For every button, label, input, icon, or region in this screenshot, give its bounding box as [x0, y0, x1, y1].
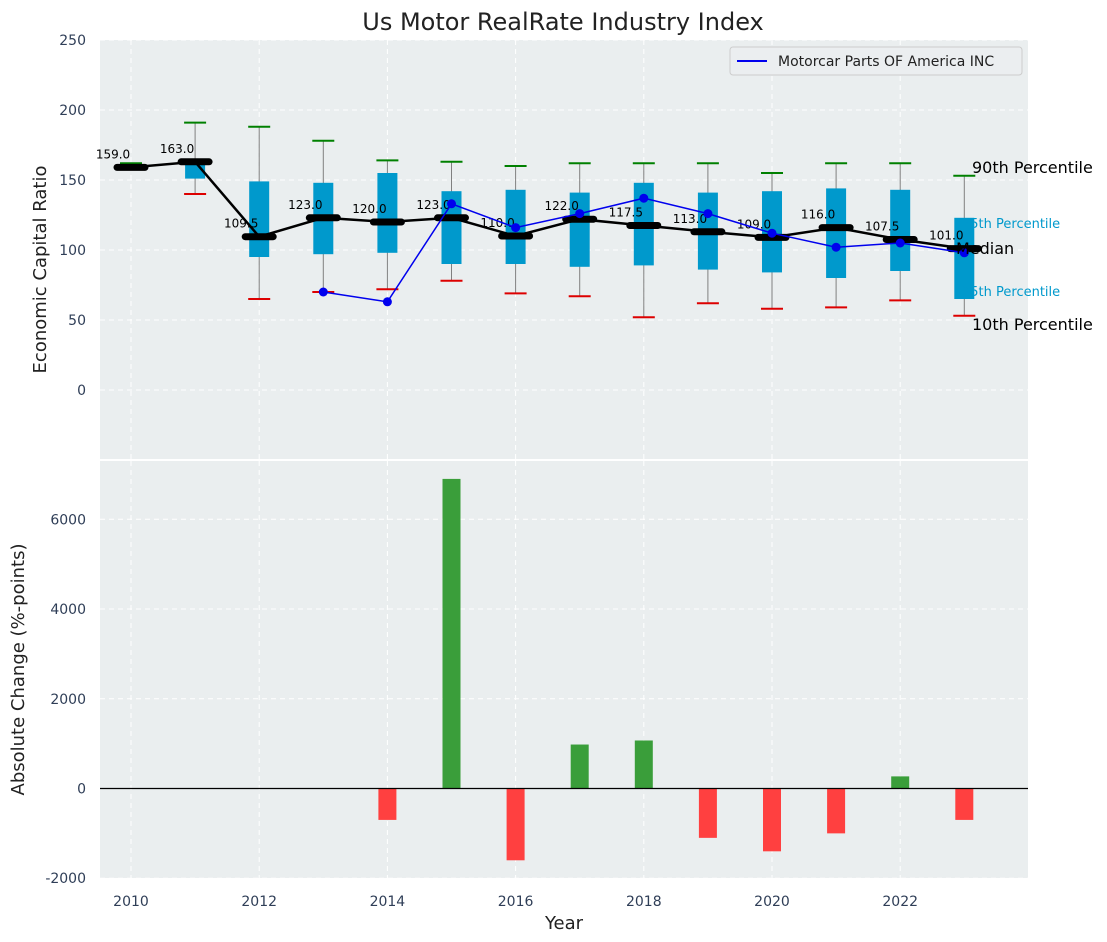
box-iqr [377, 173, 398, 253]
median-value-label: 110.0 [480, 216, 514, 230]
upper-y-tick-label: 100 [59, 243, 86, 259]
change-bar [442, 478, 461, 789]
median-value-label: 159.0 [96, 147, 130, 161]
change-bar [955, 788, 974, 820]
box-iqr [954, 217, 975, 299]
change-bar [763, 788, 781, 852]
lower-y-tick-label: -2000 [45, 871, 86, 887]
change-bar [570, 744, 589, 789]
x-tick-label: 2016 [498, 894, 534, 910]
median-value-label: 123.0 [416, 198, 450, 212]
median-value-label: 109.5 [224, 217, 258, 231]
company-point [318, 287, 328, 297]
annotation-median: Median [956, 239, 1014, 258]
upper-y-axis-label: Economic Capital Ratio [30, 166, 51, 374]
lower-y-tick-label: 4000 [50, 602, 86, 618]
company-point [382, 297, 392, 307]
change-bar [891, 776, 910, 789]
median-value-label: 116.0 [801, 208, 835, 222]
change-bar [378, 788, 397, 820]
x-tick-label: 2010 [113, 894, 149, 910]
company-point [575, 209, 585, 219]
x-axis-label: Year [544, 913, 584, 934]
annotation-p75: 75th Percentile [962, 217, 1060, 232]
box-iqr [569, 192, 590, 267]
median-value-label: 117.5 [609, 206, 643, 220]
annotation-p25: 25th Percentile [962, 285, 1060, 300]
median-value-label: 109.0 [737, 217, 771, 231]
x-tick-label: 2022 [882, 894, 918, 910]
annotation-p90: 90th Percentile [972, 158, 1093, 177]
median-value-label: 120.0 [352, 202, 386, 216]
median-value-label: 163.0 [160, 142, 194, 156]
upper-y-tick-label: 150 [59, 173, 86, 189]
company-point [767, 228, 777, 238]
lower-y-axis-label: Absolute Change (%-points) [8, 544, 29, 796]
company-point [895, 238, 905, 248]
box-iqr [890, 189, 911, 271]
legend-box [729, 46, 1023, 76]
change-bar [698, 788, 717, 838]
x-tick-label: 2012 [241, 894, 277, 910]
upper-y-tick-label: 200 [59, 103, 86, 119]
median-value-label: 107.5 [865, 220, 899, 234]
median-value-label: 122.0 [545, 199, 579, 213]
box-iqr [826, 188, 847, 278]
lower-panel-background [100, 461, 1028, 878]
legend-entry: Motorcar Parts OF America INC [778, 54, 994, 70]
company-point [511, 223, 521, 233]
change-bar [634, 740, 653, 789]
upper-y-tick-label: 0 [77, 383, 86, 399]
company-point [959, 248, 969, 258]
x-tick-label: 2018 [626, 894, 662, 910]
lower-y-tick-label: 0 [77, 782, 86, 798]
median-value-label: 123.0 [288, 198, 322, 212]
box-iqr [441, 191, 462, 264]
company-point [831, 242, 841, 252]
company-point [639, 193, 649, 203]
change-bar [506, 788, 525, 861]
chart-title: Us Motor RealRate Industry Index [362, 8, 764, 36]
lower-y-tick-label: 2000 [50, 692, 86, 708]
company-point [447, 199, 456, 209]
upper-y-tick-label: 250 [59, 33, 86, 49]
median-value-label: 113.0 [673, 212, 707, 226]
company-point [703, 209, 713, 219]
lower-y-tick-label: 6000 [50, 512, 86, 528]
x-tick-label: 2020 [754, 894, 790, 910]
annotation-p10: 10th Percentile [972, 315, 1093, 334]
median-value-label: 101.0 [929, 229, 963, 243]
change-bar [827, 788, 846, 834]
upper-y-tick-label: 50 [68, 313, 86, 329]
x-tick-label: 2014 [370, 894, 406, 910]
